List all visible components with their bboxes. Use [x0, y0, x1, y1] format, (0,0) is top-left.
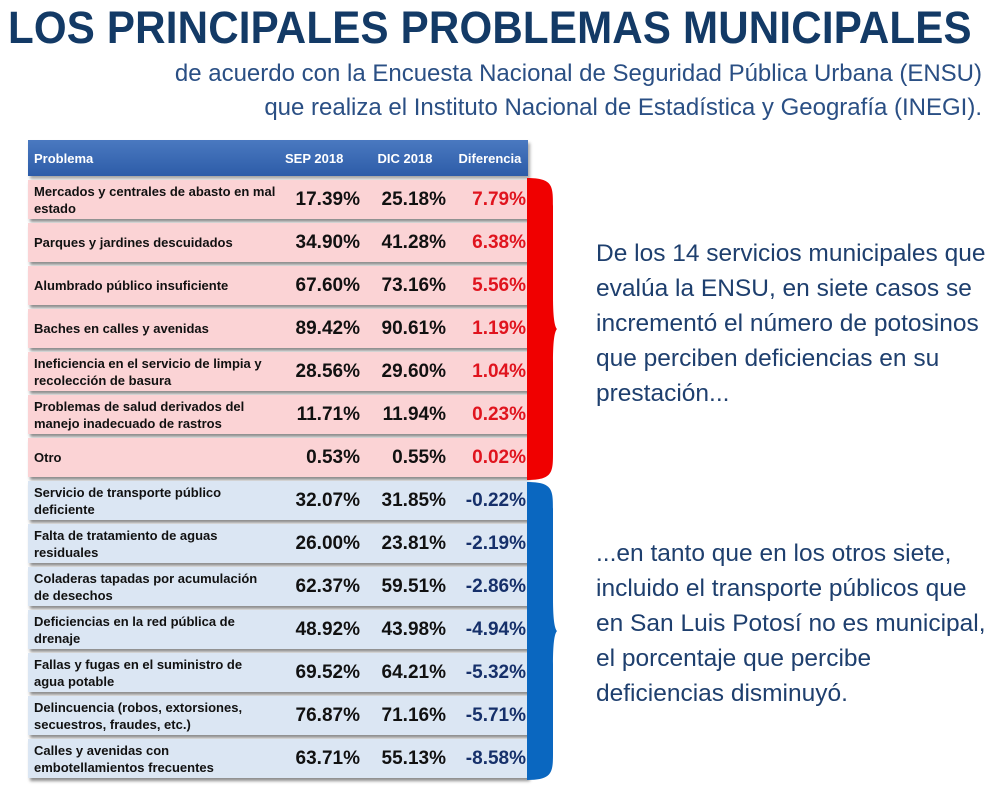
difference-cell: 6.38%	[472, 231, 526, 253]
dic-value-cell: 31.85%	[381, 489, 446, 511]
dic-value-cell: 25.18%	[381, 188, 446, 210]
table-row: Alumbrado público insuficiente 67.60% 73.1…	[28, 266, 528, 305]
sep-value-cell: 76.87%	[295, 704, 360, 726]
table-row: Deficiencias en la red pública de drenaj…	[28, 610, 528, 649]
table-row: Problemas de salud derivados del manejo …	[28, 395, 528, 434]
problem-cell: Baches en calles y avenidas	[34, 321, 209, 336]
table-row: Parques y jardines descuidados 34.90% 41.2…	[28, 223, 528, 262]
dic-value-cell: 11.94%	[382, 403, 446, 425]
sep-value-cell: 11.71%	[296, 403, 360, 425]
column-header-sep: SEP 2018	[284, 150, 344, 166]
sep-value-cell: 32.07%	[295, 489, 360, 511]
difference-cell: 0.23%	[472, 403, 526, 425]
difference-cell: -4.94%	[465, 618, 526, 640]
column-header-diferencia: Diferencia	[458, 150, 522, 166]
table-row: Delincuencia (robos, extorsiones, secues…	[28, 696, 528, 735]
dic-value-cell: 23.81%	[381, 532, 446, 554]
problem-cell: Calles y avenidas con embotellamientos f…	[34, 742, 214, 775]
sep-value-cell: 17.39%	[295, 188, 360, 210]
problem-cell: Deficiencias en la red pública de drenaj…	[34, 613, 235, 646]
difference-cell: -5.71%	[465, 704, 526, 726]
increase-note: De los 14 servicios municipales que eval…	[596, 240, 986, 407]
difference-cell: -8.58%	[465, 747, 526, 769]
difference-cell: -0.22%	[465, 489, 526, 511]
problem-cell: Fallas y fugas en el suministro de agua …	[34, 656, 243, 689]
table-row: Baches en calles y avenidas 89.42% 90.61% 1…	[28, 309, 528, 348]
dic-value-cell: 43.98%	[381, 618, 446, 640]
dic-value-cell: 64.21%	[381, 661, 446, 683]
table-row: Coladeras tapadas por acumulación de des…	[28, 567, 528, 606]
decrease-brace	[527, 482, 557, 780]
subtitle-line-1: de acuerdo con la Encuesta Nacional de S…	[174, 60, 982, 87]
column-header-problema: Problema	[34, 150, 94, 166]
subtitle-line-2: que realiza el Instituto Nacional de Est…	[264, 94, 982, 121]
table-row: Otro 0.53% 0.55% 0.02%	[28, 438, 528, 477]
dic-value-cell: 0.55%	[392, 446, 446, 468]
problem-cell: Alumbrado público insuficiente	[34, 278, 229, 293]
difference-cell: 5.56%	[472, 274, 526, 296]
table-header: Problema SEP 2018 DIC 2018 Diferencia	[28, 140, 528, 176]
difference-cell: 1.19%	[472, 317, 526, 339]
sep-value-cell: 62.37%	[295, 575, 360, 597]
column-header-dic: DIC 2018	[377, 150, 433, 166]
problem-cell: Ineficiencia en el servicio de limpia y …	[34, 355, 262, 388]
page-title: LOS PRINCIPALES PROBLEMAS MUNICIPALES	[8, 2, 972, 53]
problems-table: Problema SEP 2018 DIC 2018 Diferencia Me…	[28, 140, 528, 782]
problem-cell: Delincuencia (robos, extorsiones, secues…	[34, 699, 243, 732]
problem-cell: Problemas de salud derivados del manejo …	[34, 398, 245, 431]
difference-cell: 7.79%	[472, 188, 526, 210]
table-row: Fallas y fugas en el suministro de agua …	[28, 653, 528, 692]
table-row: Servicio de transporte público deficient…	[28, 481, 528, 520]
sep-value-cell: 69.52%	[295, 661, 360, 683]
problem-cell: Otro	[34, 450, 62, 465]
table-row: Ineficiencia en el servicio de limpia y …	[28, 352, 528, 391]
sep-value-cell: 89.42%	[295, 317, 360, 339]
dic-value-cell: 90.61%	[381, 317, 446, 339]
problem-cell: Mercados y centrales de abasto en mal es…	[34, 183, 276, 216]
problem-cell: Servicio de transporte público deficient…	[34, 484, 222, 517]
problem-cell: Parques y jardines descuidados	[34, 235, 233, 250]
dic-value-cell: 71.16%	[381, 704, 446, 726]
table-body: Mercados y centrales de abasto en mal es…	[28, 180, 528, 778]
dic-value-cell: 55.13%	[381, 747, 446, 769]
difference-cell: -5.32%	[465, 661, 526, 683]
difference-cell: 0.02%	[472, 446, 526, 468]
dic-value-cell: 29.60%	[381, 360, 446, 382]
dic-value-cell: 73.16%	[381, 274, 446, 296]
sep-value-cell: 63.71%	[295, 747, 360, 769]
dic-value-cell: 41.28%	[381, 231, 446, 253]
table-row: Falta de tratamiento de aguas residuales…	[28, 524, 528, 563]
sep-value-cell: 0.53%	[306, 446, 360, 468]
dic-value-cell: 59.51%	[381, 575, 446, 597]
difference-cell: -2.19%	[465, 532, 526, 554]
sep-value-cell: 28.56%	[295, 360, 360, 382]
increase-brace	[527, 178, 557, 480]
sep-value-cell: 67.60%	[295, 274, 360, 296]
decrease-note: ...en tanto que en los otros siete, incl…	[596, 540, 986, 707]
sep-value-cell: 26.00%	[295, 532, 360, 554]
difference-cell: 1.04%	[472, 360, 526, 382]
sep-value-cell: 34.90%	[295, 231, 360, 253]
table-row: Mercados y centrales de abasto en mal es…	[28, 180, 528, 219]
problem-cell: Falta de tratamiento de aguas residuales	[34, 527, 218, 560]
sep-value-cell: 48.92%	[295, 618, 360, 640]
problem-cell: Coladeras tapadas por acumulación de des…	[34, 570, 258, 603]
difference-cell: -2.86%	[465, 575, 526, 597]
table-row: Calles y avenidas con embotellamientos f…	[28, 739, 528, 778]
